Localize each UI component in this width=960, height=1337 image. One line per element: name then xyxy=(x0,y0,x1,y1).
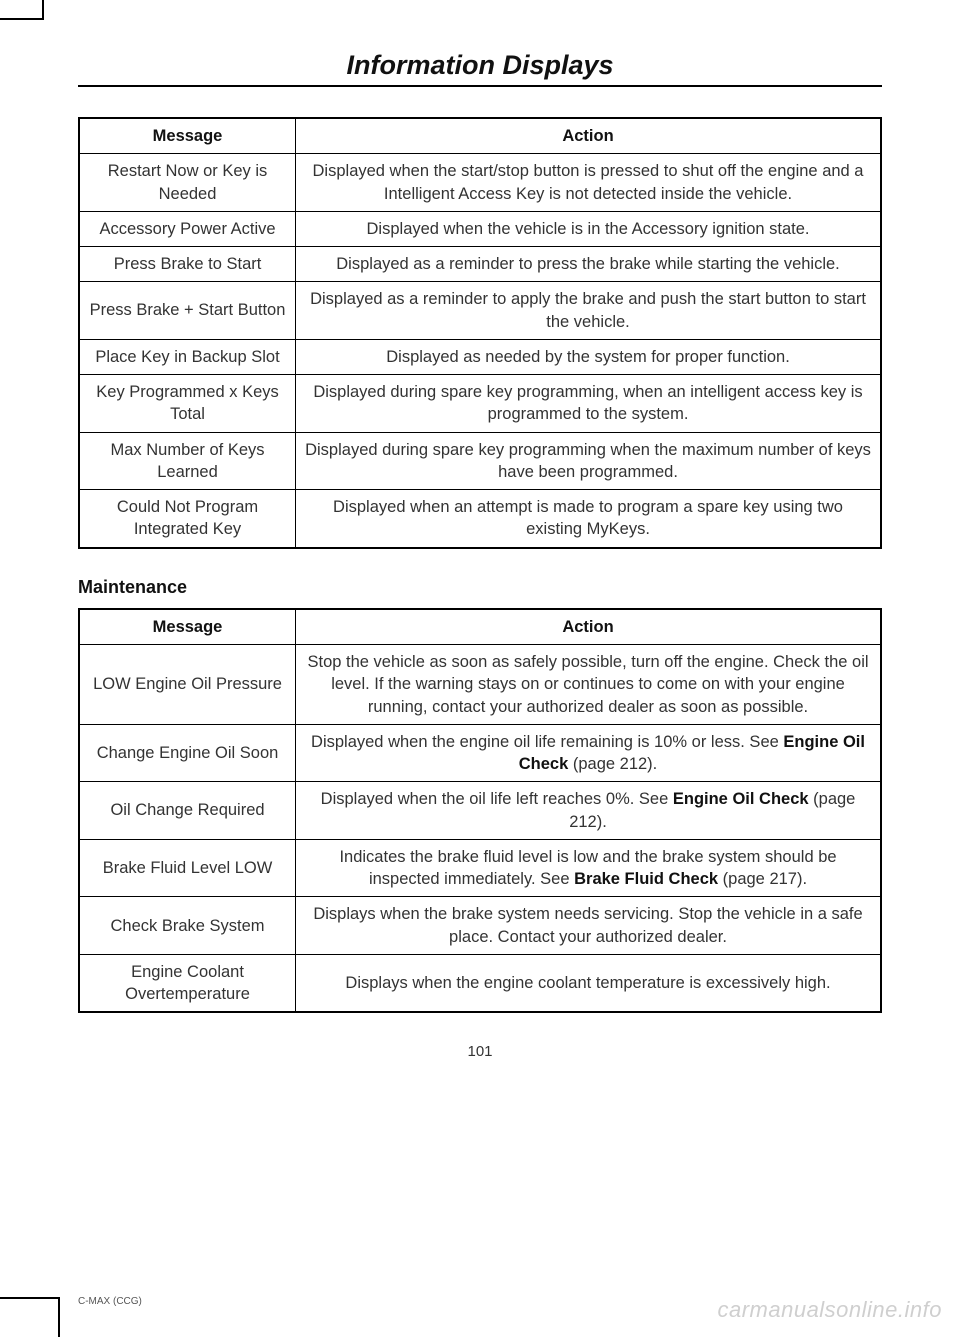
cell-message: Max Number of Keys Learned xyxy=(79,432,296,490)
cell-action: Stop the vehicle as soon as safely possi… xyxy=(296,644,881,724)
header-action: Action xyxy=(296,609,881,645)
page-content: Information Displays Message Action Rest… xyxy=(0,0,960,1100)
crop-mark-bottom-left xyxy=(0,1297,60,1337)
header-action: Action xyxy=(296,118,881,154)
header-message: Message xyxy=(79,118,296,154)
table-row: Max Number of Keys LearnedDisplayed duri… xyxy=(79,432,881,490)
footer-model-code: C-MAX (CCG) xyxy=(78,1296,142,1307)
table-row: Press Brake to StartDisplayed as a remin… xyxy=(79,247,881,282)
cell-action: Displays when the brake system needs ser… xyxy=(296,897,881,955)
messages-table-1: Message Action Restart Now or Key is Nee… xyxy=(78,117,882,549)
table-row: Oil Change Required Displayed when the o… xyxy=(79,782,881,840)
cell-action: Displayed during spare key programming w… xyxy=(296,432,881,490)
table-row: Key Programmed x Keys TotalDisplayed dur… xyxy=(79,375,881,433)
cell-action: Displays when the engine coolant tempera… xyxy=(296,954,881,1012)
table-row: Change Engine Oil Soon Displayed when th… xyxy=(79,724,881,782)
action-text: (page 212). xyxy=(568,755,657,773)
title-rule xyxy=(78,85,882,87)
cell-action: Displayed as needed by the system for pr… xyxy=(296,339,881,374)
cell-message: Oil Change Required xyxy=(79,782,296,840)
cell-message: Check Brake System xyxy=(79,897,296,955)
action-ref: Brake Fluid Check xyxy=(574,870,718,888)
cell-message: Restart Now or Key is Needed xyxy=(79,154,296,212)
action-text: Displayed when the oil life left reaches… xyxy=(321,790,673,808)
cell-action: Displayed when the vehicle is in the Acc… xyxy=(296,211,881,246)
table-row: Could Not Program Integrated KeyDisplaye… xyxy=(79,490,881,548)
cell-message: Engine Coolant Overtemperature xyxy=(79,954,296,1012)
page-number: 101 xyxy=(78,1043,882,1060)
table-row: Brake Fluid Level LOW Indicates the brak… xyxy=(79,839,881,897)
cell-message: Accessory Power Active xyxy=(79,211,296,246)
table-row: Place Key in Backup SlotDisplayed as nee… xyxy=(79,339,881,374)
table-header-row: Message Action xyxy=(79,118,881,154)
cell-message: Press Brake to Start xyxy=(79,247,296,282)
table-row: Check Brake SystemDisplays when the brak… xyxy=(79,897,881,955)
action-ref: Engine Oil Check xyxy=(673,790,809,808)
cell-message: Change Engine Oil Soon xyxy=(79,724,296,782)
cell-message: Place Key in Backup Slot xyxy=(79,339,296,374)
maintenance-heading: Maintenance xyxy=(78,577,882,598)
action-text: (page 217). xyxy=(718,870,807,888)
cell-action: Displayed during spare key programming, … xyxy=(296,375,881,433)
table-row: Engine Coolant OvertemperatureDisplays w… xyxy=(79,954,881,1012)
cell-message: Brake Fluid Level LOW xyxy=(79,839,296,897)
table-row: Press Brake + Start ButtonDisplayed as a… xyxy=(79,282,881,340)
header-message: Message xyxy=(79,609,296,645)
cell-action: Indicates the brake fluid level is low a… xyxy=(296,839,881,897)
cell-message: Key Programmed x Keys Total xyxy=(79,375,296,433)
page-title: Information Displays xyxy=(78,50,882,81)
cell-message: LOW Engine Oil Pressure xyxy=(79,644,296,724)
table-row: Restart Now or Key is NeededDisplayed wh… xyxy=(79,154,881,212)
cell-action: Displayed when the start/stop button is … xyxy=(296,154,881,212)
watermark: carmanualsonline.info xyxy=(717,1297,942,1323)
cell-action: Displayed as a reminder to apply the bra… xyxy=(296,282,881,340)
cell-action: Displayed when the engine oil life remai… xyxy=(296,724,881,782)
cell-action: Displayed when the oil life left reaches… xyxy=(296,782,881,840)
crop-mark-top-left xyxy=(0,0,44,20)
action-text: Displayed when the engine oil life remai… xyxy=(311,733,783,751)
table-row: Accessory Power ActiveDisplayed when the… xyxy=(79,211,881,246)
messages-table-2: Message Action LOW Engine Oil PressureSt… xyxy=(78,608,882,1014)
table-row: LOW Engine Oil PressureStop the vehicle … xyxy=(79,644,881,724)
cell-message: Could Not Program Integrated Key xyxy=(79,490,296,548)
cell-message: Press Brake + Start Button xyxy=(79,282,296,340)
cell-action: Displayed when an attempt is made to pro… xyxy=(296,490,881,548)
cell-action: Displayed as a reminder to press the bra… xyxy=(296,247,881,282)
table-header-row: Message Action xyxy=(79,609,881,645)
